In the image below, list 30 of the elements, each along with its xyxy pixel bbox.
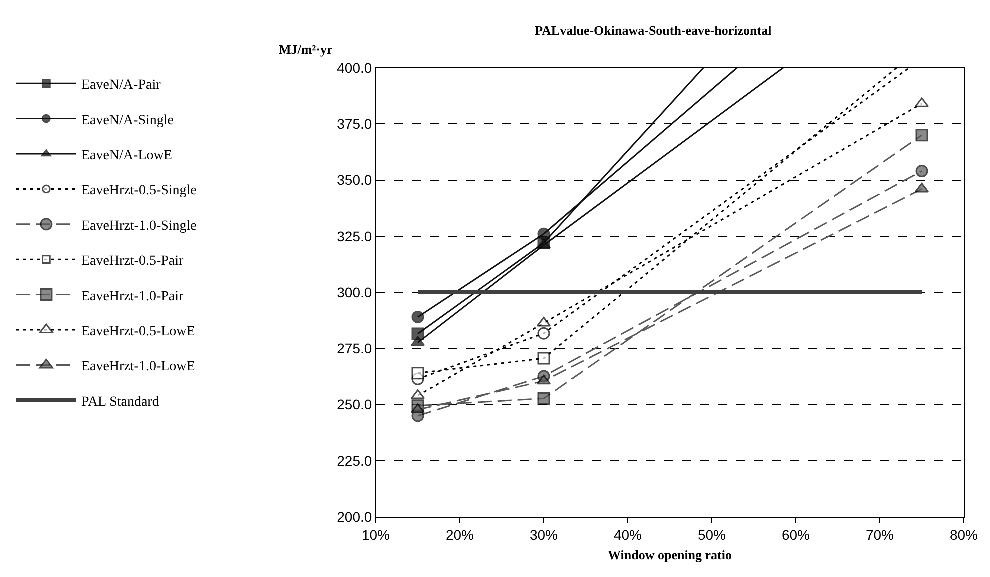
- y-axis-title: MJ/m²·yr: [279, 42, 333, 57]
- y-tick-label: 200.0: [337, 508, 372, 525]
- y-tick-label: 325.0: [337, 228, 372, 244]
- y-tick-label: 275.0: [337, 340, 372, 357]
- legend-label: PAL Standard: [81, 394, 160, 410]
- x-tick-label: 40%: [614, 526, 642, 543]
- x-tick-label: 50%: [698, 526, 726, 543]
- legend-label: EaveHrzt-1.0-Pair: [81, 289, 184, 304]
- legend-label: EaveHrzt-0.5-Pair: [81, 254, 184, 270]
- x-tick-label: 20%: [446, 526, 474, 543]
- y-tick-label: 250.0: [337, 396, 372, 413]
- x-tick-label: 60%: [782, 526, 810, 543]
- legend-label: EaveN/A-Single: [81, 113, 174, 128]
- x-tick-label: 30%: [530, 526, 558, 543]
- legend-label: EaveHrzt-1.0-LowE: [81, 360, 196, 375]
- y-tick-label: 300.0: [337, 284, 372, 300]
- x-axis-title: Window opening ratio: [608, 547, 732, 562]
- chart-title: PALvalue-Okinawa-South-eave-horizontal: [535, 23, 772, 38]
- y-tick-label: 375.0: [337, 116, 372, 132]
- legend-label: EaveN/A-Pair: [81, 78, 162, 94]
- legend-label: EaveN/A-LowE: [81, 148, 172, 164]
- legend-label: EaveHrzt-1.0-Single: [81, 218, 197, 234]
- y-tick-label: 225.0: [337, 452, 372, 469]
- legend-label: EaveHrzt-0.5-LowE: [81, 324, 196, 340]
- x-tick-label: 80%: [950, 526, 978, 543]
- x-tick-label: 70%: [866, 526, 894, 543]
- y-tick-label: 350.0: [337, 172, 372, 188]
- y-tick-label: 400.0: [337, 60, 372, 76]
- x-tick-label: 10%: [362, 526, 390, 543]
- legend-label: EaveHrzt-0.5-Single: [81, 184, 197, 199]
